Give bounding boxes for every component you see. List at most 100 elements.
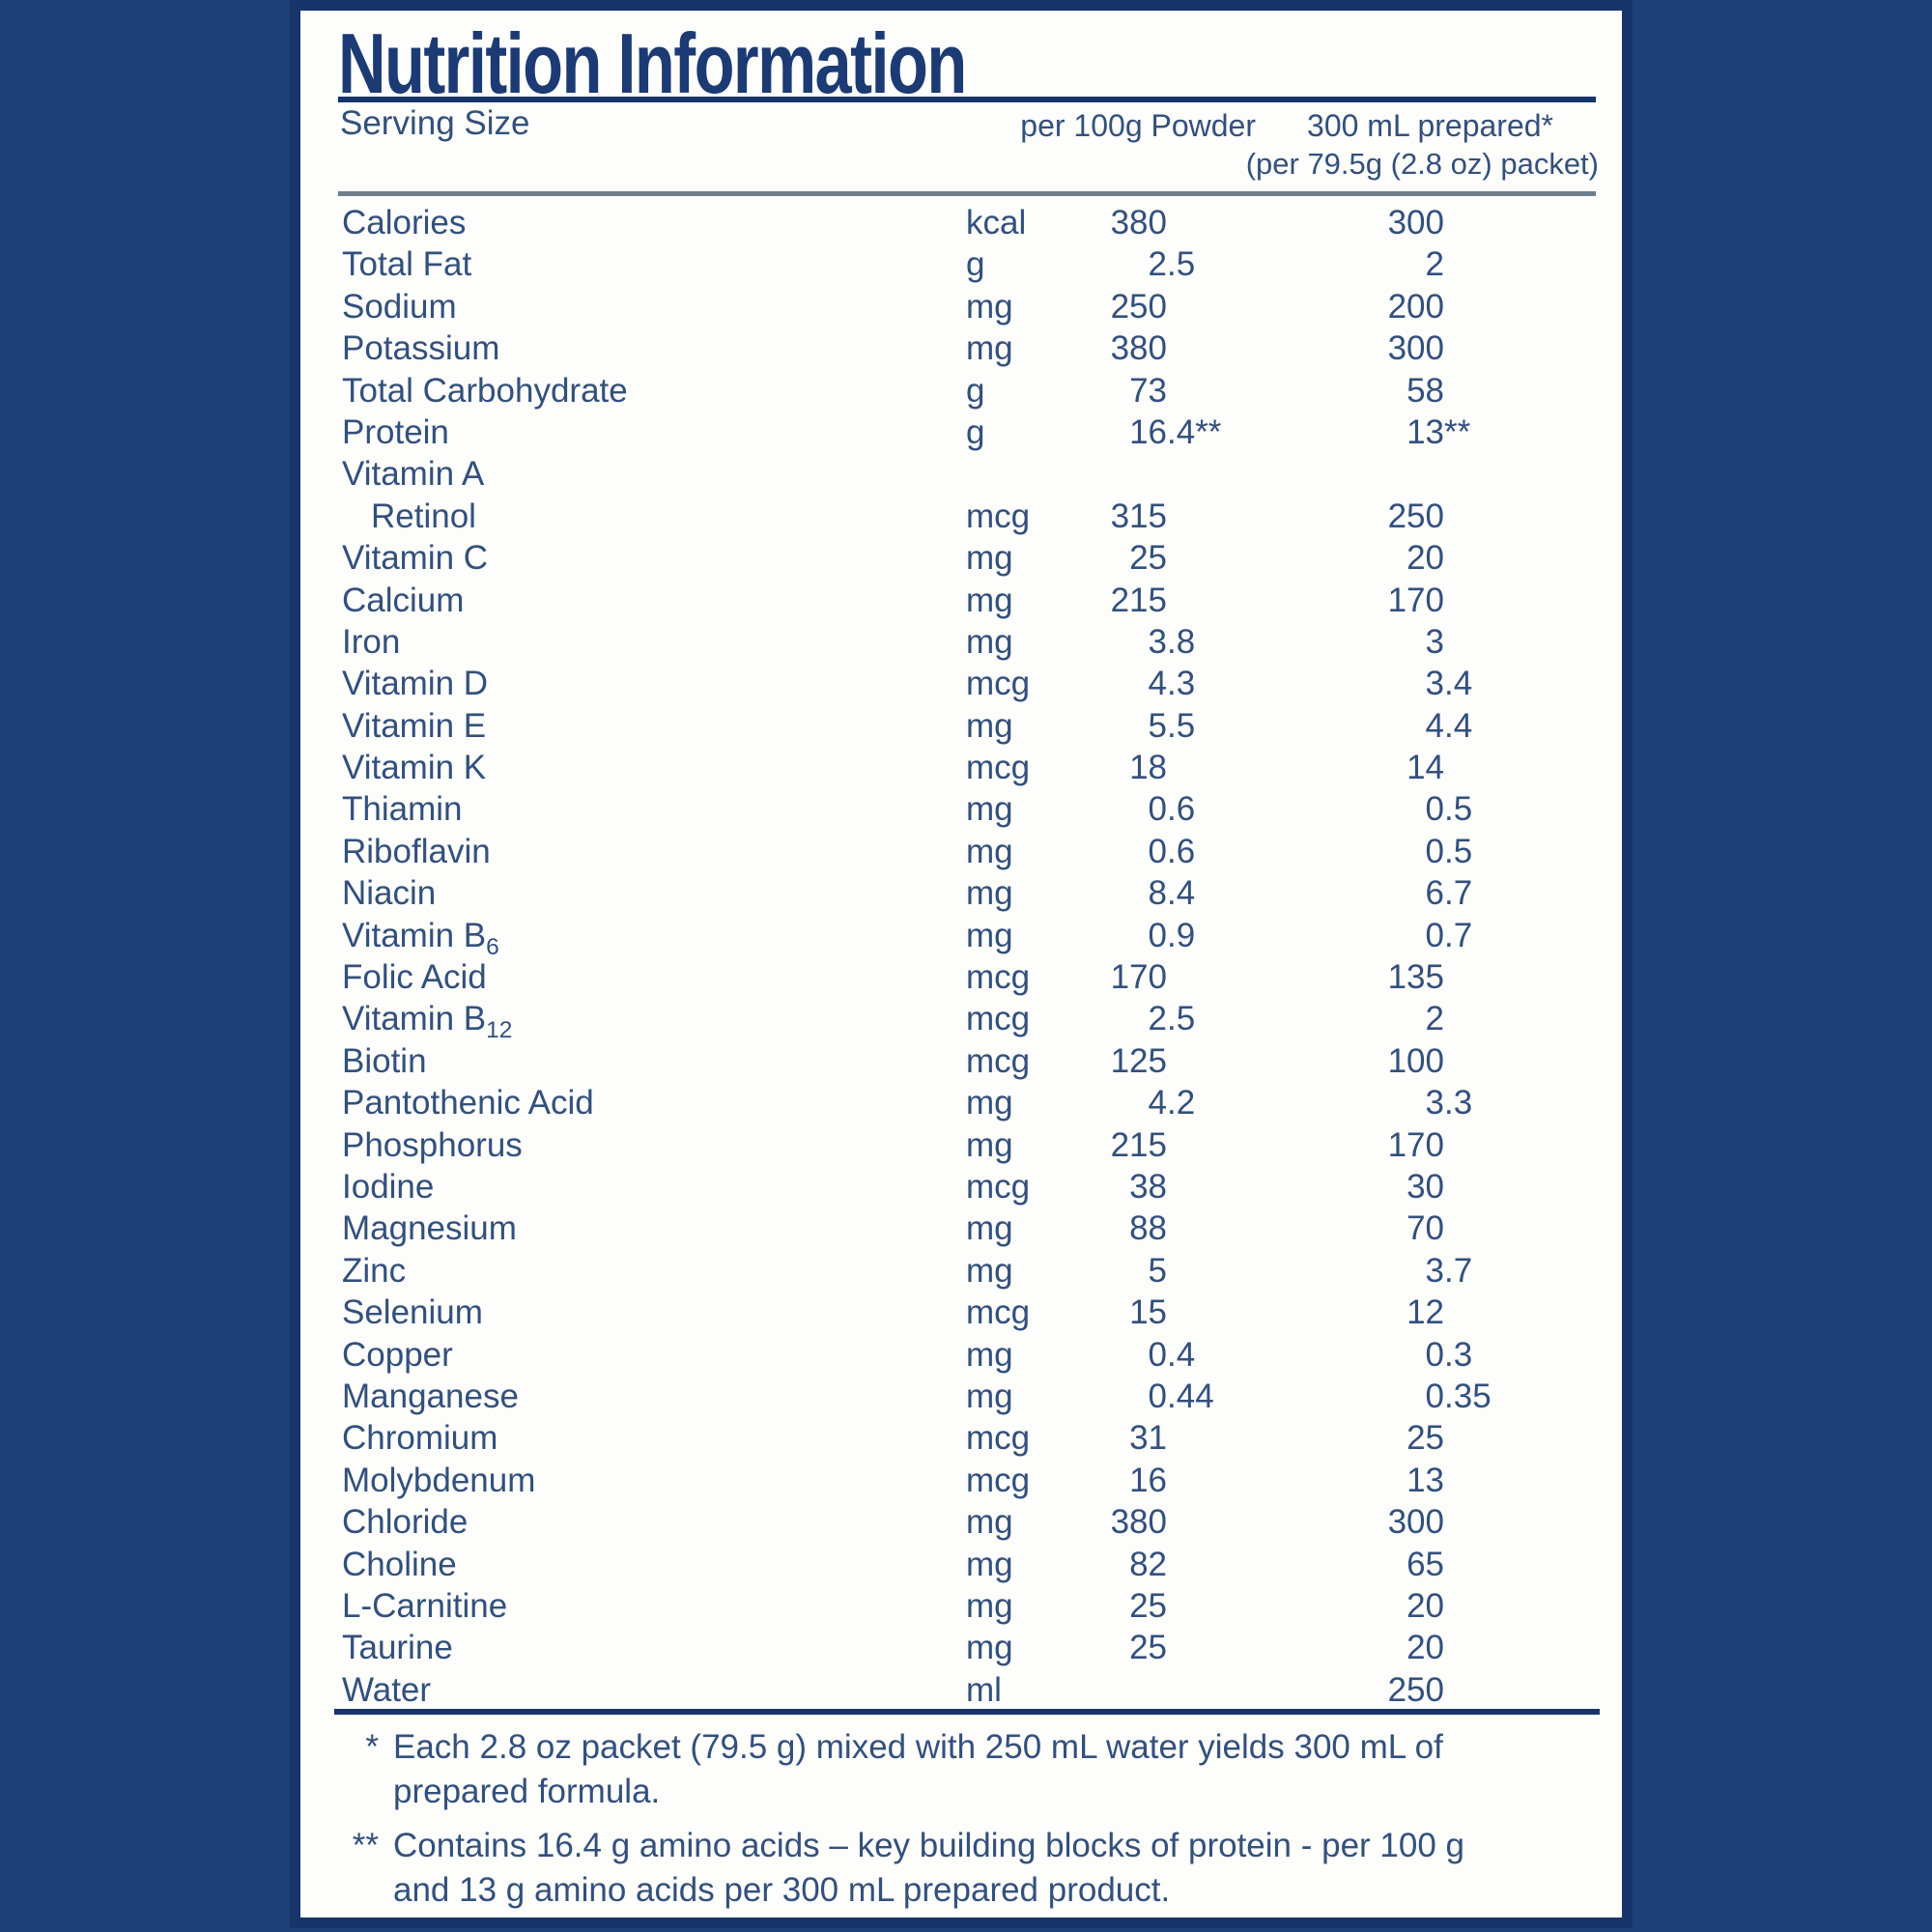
nutrient-label: Iodine (342, 1167, 435, 1206)
table-row: Chromium mcg 31 25 (342, 1417, 1594, 1459)
value-per100g-int: 380 (1110, 204, 1167, 242)
nutrient-unit: mcg (966, 749, 1031, 787)
value-per100g-int: 4 (1148, 1084, 1167, 1122)
table-row: Chloride mg 380 300 (342, 1501, 1594, 1543)
value-per100g-int: 0 (1148, 790, 1167, 829)
value-per100g-frac (1167, 496, 1256, 537)
nutrient-label: Zinc (342, 1251, 407, 1290)
footnote: ** Contains 16.4 g amino acids – key bui… (342, 1824, 1594, 1913)
value-per100g-int (1072, 1669, 1167, 1711)
footnote-text: Contains 16.4 g amino acids – key buildi… (393, 1824, 1594, 1913)
value-per100g-int: 18 (1129, 749, 1167, 787)
nutrient-label: Magnesium (342, 1209, 517, 1248)
value-prepared-frac (1444, 453, 1594, 495)
value-prepared-int: 135 (1387, 958, 1444, 997)
value-per100g-int: 215 (1110, 1125, 1167, 1164)
nutrient-unit (966, 453, 1072, 495)
value-prepared-frac (1444, 496, 1594, 537)
value-per100g-frac: .6 (1167, 832, 1196, 870)
footnote-marker: * (365, 1728, 379, 1766)
value-prepared-frac: .4 (1444, 706, 1473, 745)
value-prepared-frac (1444, 1669, 1594, 1711)
value-per100g-int: 4 (1148, 665, 1167, 703)
value-per100g-int: 2 (1148, 245, 1167, 284)
nutrient-label: Riboflavin (342, 832, 491, 870)
nutrient-unit: g (966, 412, 985, 451)
nutrient-table: Calories kcal 380 300 Total Fat g 2 .5 2… (342, 202, 1594, 1711)
value-per100g-int: 380 (1110, 329, 1167, 368)
value-prepared-int (1256, 453, 1444, 495)
value-prepared-int: 200 (1387, 287, 1444, 326)
value-per100g-frac (1167, 1669, 1256, 1711)
nutrient-unit: mg (966, 1251, 1013, 1290)
nutrient-unit: mcg (966, 958, 1031, 997)
value-prepared-int: 300 (1387, 204, 1444, 242)
value-prepared-int: 20 (1406, 1629, 1444, 1667)
value-prepared-frac (1444, 956, 1594, 998)
value-per100g-int: 25 (1129, 1629, 1167, 1667)
nutrient-label: Chloride (342, 1503, 469, 1542)
nutrient-label: Iron (342, 622, 401, 661)
value-per100g-frac (1167, 1250, 1256, 1292)
nutrient-label: Molybdenum (342, 1461, 536, 1499)
nutrient-unit: g (966, 245, 985, 284)
table-row: Vitamin B12 mcg 2 .5 2 (342, 998, 1594, 1043)
value-prepared-int: 2 (1425, 245, 1444, 284)
footnote-line: Each 2.8 oz packet (79.5 g) mixed with 2… (393, 1728, 1443, 1766)
table-row: Choline mg 82 65 (342, 1544, 1594, 1585)
value-per100g-frac: .4 (1167, 1335, 1196, 1374)
nutrient-label: Folic Acid (342, 958, 487, 997)
nutrient-unit: mg (966, 1125, 1013, 1164)
value-per100g-frac: .2 (1167, 1084, 1196, 1122)
nutrient-label: Thiamin (342, 790, 463, 829)
value-per100g-frac: .8 (1167, 622, 1196, 661)
footnote-divider (334, 1709, 1600, 1715)
value-prepared-frac: .35 (1444, 1377, 1492, 1415)
value-per100g-frac (1167, 1501, 1256, 1543)
nutrient-unit: mcg (966, 1167, 1031, 1206)
table-row: Vitamin B6 mg 0 .9 0 .7 (342, 915, 1594, 960)
value-prepared-int: 3 (1425, 665, 1444, 703)
table-row: Total Carbohydrate g 73 58 (342, 370, 1594, 412)
value-per100g-frac: .44 (1167, 1377, 1214, 1415)
nutrient-unit: mg (966, 539, 1013, 578)
value-prepared-int: 0 (1425, 1335, 1444, 1374)
value-prepared-int: 3 (1425, 622, 1444, 661)
table-row: Vitamin E mg 5 .5 4 .4 (342, 705, 1594, 747)
nutrient-label: Selenium (342, 1293, 483, 1332)
value-per100g-int: 3 (1148, 622, 1167, 661)
footnote-line: prepared formula. (393, 1773, 661, 1810)
nutrient-unit: kcal (966, 204, 1027, 242)
table-row: Vitamin K mcg 18 14 (342, 747, 1594, 788)
value-prepared-int: 20 (1406, 1586, 1444, 1625)
value-prepared-frac: .7 (1444, 1251, 1473, 1290)
value-prepared-frac: .7 (1444, 874, 1473, 913)
nutrient-unit: mg (966, 1503, 1013, 1542)
value-per100g-frac (1167, 1040, 1256, 1082)
nutrient-label: Biotin (342, 1041, 427, 1080)
value-per100g-frac (1167, 202, 1256, 243)
value-prepared-int: 170 (1387, 581, 1444, 619)
value-prepared-int: 20 (1406, 539, 1444, 578)
table-row: Water ml 250 (342, 1669, 1594, 1711)
value-prepared-frac: .5 (1444, 790, 1473, 829)
table-row: Vitamin C mg 25 20 (342, 537, 1594, 579)
value-prepared-frac (1444, 1585, 1594, 1627)
table-row: Selenium mcg 15 12 (342, 1292, 1594, 1333)
table-row: Thiamin mg 0 .6 0 .5 (342, 788, 1594, 830)
value-per100g-frac (1167, 1166, 1256, 1208)
nutrient-unit: mg (966, 1586, 1013, 1625)
value-prepared-int: 3 (1425, 1251, 1444, 1290)
value-per100g-frac: .4 (1167, 874, 1196, 913)
value-prepared-int: 65 (1406, 1545, 1444, 1583)
footnote-line: and 13 g amino acids per 300 mL prepared… (393, 1871, 1171, 1909)
table-row: Copper mg 0 .4 0 .3 (342, 1334, 1594, 1376)
value-per100g-frac: .3 (1167, 665, 1196, 703)
table-row: Taurine mg 25 20 (342, 1627, 1594, 1668)
value-prepared-frac (1444, 370, 1594, 412)
value-per100g-frac (1167, 1292, 1256, 1333)
nutrient-unit: mg (966, 790, 1013, 829)
value-per100g-int: 31 (1129, 1419, 1167, 1458)
nutrient-unit: mg (966, 1335, 1013, 1374)
column-header-powder: per 100g Powder (1020, 108, 1256, 143)
